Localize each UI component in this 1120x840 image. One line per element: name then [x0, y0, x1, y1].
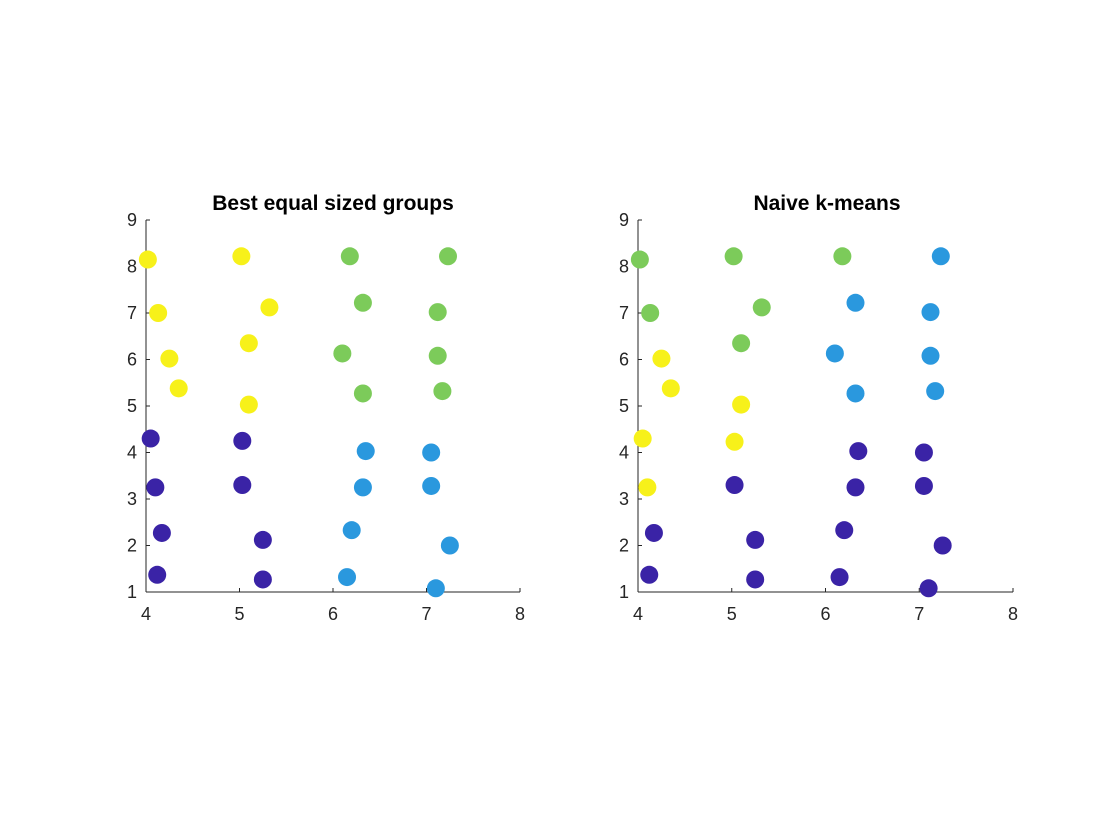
left-y-tick-label: 4: [127, 443, 137, 463]
right-scatter-point-cluster-1: [833, 247, 852, 266]
right-scatter-point-cluster-2: [921, 346, 940, 365]
right-scatter-point-cluster-2: [846, 293, 865, 312]
left-scatter-point-cluster-3: [426, 579, 445, 598]
left-scatter-point-cluster-3: [353, 478, 372, 497]
right-y-tick-label: 1: [619, 582, 629, 602]
left-scatter-point-cluster-2: [333, 344, 352, 363]
left-y-tick-label: 2: [127, 536, 137, 556]
right-y-tick-label: 5: [619, 396, 629, 416]
left-scatter-point-cluster-2: [439, 247, 458, 266]
right-scatter-point-cluster-4: [746, 530, 765, 549]
right-x-tick-label: 8: [1008, 604, 1018, 624]
left-scatter-point-cluster-4: [146, 478, 165, 497]
left-x-tick-label: 5: [234, 604, 244, 624]
left-chart-title: Best equal sized groups: [212, 192, 454, 215]
right-chart-title: Naive k-means: [753, 192, 900, 215]
left-scatter-point-cluster-4: [253, 570, 272, 589]
left-scatter-point-cluster-1: [232, 247, 251, 266]
left-scatter-point-cluster-2: [353, 293, 372, 312]
left-x-tick-label: 7: [421, 604, 431, 624]
right-scatter-point-cluster-3: [638, 478, 657, 497]
right-scatter-point-cluster-2: [825, 344, 844, 363]
right-scatter-point-cluster-1: [752, 298, 771, 317]
left-scatter-point-cluster-3: [422, 443, 441, 462]
left-y-tick-label: 6: [127, 350, 137, 370]
left-scatter-point-cluster-2: [353, 384, 372, 403]
left-scatter-point-cluster-1: [239, 395, 258, 414]
left-scatter-point-cluster-3: [440, 536, 459, 555]
left-scatter-point-cluster-1: [138, 250, 157, 269]
left-scatter-point-cluster-1: [160, 349, 179, 368]
right-scatter-panel: Naive k-means 4 5 6 7 8 1 2 3 4 5 6 7 8 9: [619, 192, 1018, 624]
right-x-tick-label: 5: [727, 604, 737, 624]
right-scatter-point-cluster-4: [914, 443, 933, 462]
left-scatter-point-cluster-4: [233, 431, 252, 450]
right-scatter-point-cluster-4: [846, 478, 865, 497]
right-y-tick-label: 3: [619, 489, 629, 509]
left-scatter-point-cluster-1: [149, 304, 168, 322]
left-scatter-point-cluster-3: [422, 476, 441, 495]
right-scatter-point-cluster-3: [732, 395, 751, 414]
left-scatter-point-cluster-3: [342, 521, 361, 540]
left-y-tick-label: 3: [127, 489, 137, 509]
left-y-tick-label: 8: [127, 257, 137, 277]
right-scatter-point-cluster-3: [661, 379, 680, 398]
left-scatter-point-cluster-4: [253, 530, 272, 549]
left-y-tick-label: 5: [127, 396, 137, 416]
right-scatter-point-cluster-1: [641, 304, 660, 322]
right-scatter-point-cluster-4: [725, 476, 744, 495]
left-scatter-point-cluster-4: [141, 429, 160, 448]
right-x-tick-label: 6: [820, 604, 830, 624]
left-scatter-point-cluster-4: [152, 523, 171, 542]
left-scatter-point-cluster-2: [433, 382, 452, 401]
right-x-tick-label: 7: [914, 604, 924, 624]
left-scatter-point-cluster-1: [239, 334, 258, 353]
right-y-tick-label: 4: [619, 443, 629, 463]
right-y-tick-label: 8: [619, 257, 629, 277]
left-scatter-point-cluster-4: [148, 565, 167, 584]
right-scatter-point-cluster-4: [933, 536, 952, 555]
left-y-tick-label: 7: [127, 303, 137, 323]
left-scatter-point-cluster-1: [260, 298, 279, 317]
right-scatter-point-cluster-2: [846, 384, 865, 403]
right-scatter-point-cluster-3: [633, 429, 652, 448]
left-scatter-point-cluster-3: [356, 442, 375, 461]
right-scatter-point-cluster-4: [830, 568, 849, 587]
right-scatter-point-cluster-1: [724, 247, 743, 266]
left-y-tick-label: 1: [127, 582, 137, 602]
left-x-tick-label: 6: [328, 604, 338, 624]
left-x-tick-label: 8: [515, 604, 525, 624]
right-scatter-point-cluster-2: [926, 382, 945, 401]
right-scatter-point-cluster-2: [921, 303, 940, 322]
right-scatter-point-cluster-1: [630, 250, 649, 269]
right-scatter-point-cluster-3: [725, 432, 744, 451]
right-scatter-point-cluster-4: [746, 570, 765, 589]
left-scatter-point-cluster-4: [233, 476, 252, 495]
right-scatter-point-cluster-1: [732, 334, 751, 353]
right-y-tick-label: 6: [619, 350, 629, 370]
left-scatter-point-cluster-3: [338, 568, 357, 587]
right-scatter-point-cluster-4: [919, 579, 938, 598]
left-scatter-panel: Best equal sized groups 4 5 6 7 8 1 2 3 4 5 6 7 8 9: [127, 192, 525, 624]
right-scatter-point-cluster-4: [849, 442, 868, 461]
right-y-tick-label: 7: [619, 303, 629, 323]
left-scatter-point-cluster-1: [169, 379, 188, 398]
right-scatter-point-cluster-4: [914, 476, 933, 495]
right-y-tick-label: 2: [619, 536, 629, 556]
left-y-tick-label: 9: [127, 210, 137, 230]
left-scatter-point-cluster-2: [428, 303, 447, 322]
left-scatter-point-cluster-2: [428, 346, 447, 365]
right-scatter-point-cluster-4: [835, 521, 854, 540]
right-scatter-point-cluster-2: [931, 247, 950, 266]
right-y-tick-label: 9: [619, 210, 629, 230]
right-scatter-point-cluster-4: [640, 565, 659, 584]
right-x-tick-label: 4: [633, 604, 643, 624]
right-scatter-point-cluster-3: [652, 349, 671, 368]
left-scatter-point-cluster-2: [340, 247, 359, 266]
right-scatter-point-cluster-4: [644, 523, 663, 542]
left-x-tick-label: 4: [141, 604, 151, 624]
